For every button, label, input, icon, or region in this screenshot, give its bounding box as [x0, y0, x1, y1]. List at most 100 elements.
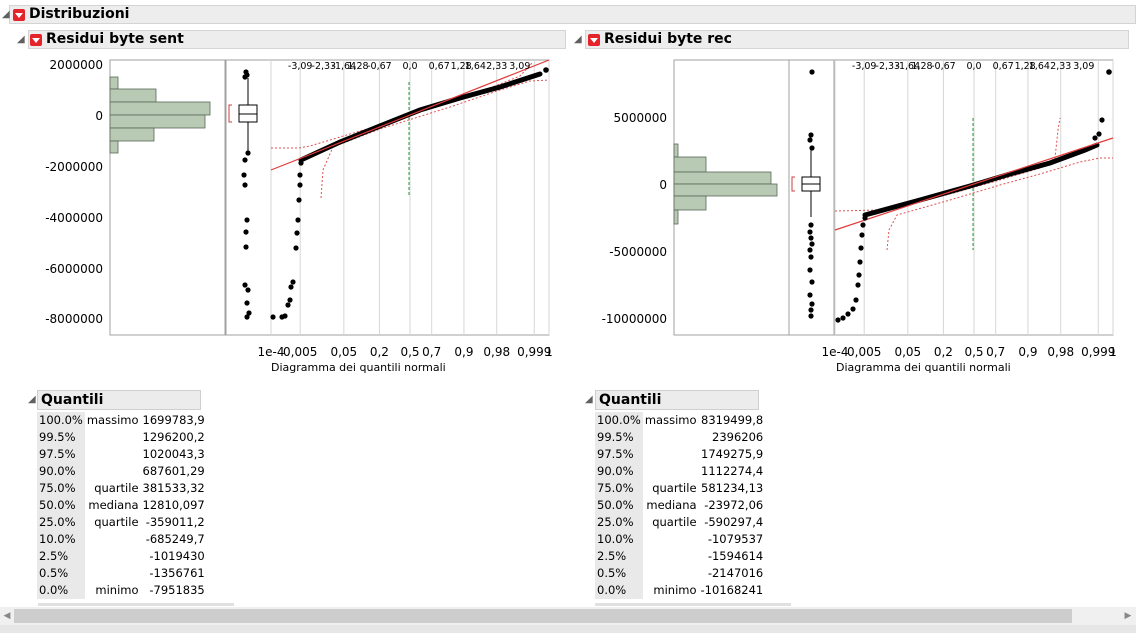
quantile-point	[845, 311, 851, 317]
outlier-point	[809, 69, 815, 75]
panel-graphics	[109, 59, 550, 336]
quantile-row: 90.0% 1112274,4	[595, 463, 765, 480]
quantile-label	[85, 565, 141, 582]
probability-tick-label: 1	[545, 345, 553, 359]
panel-graphics	[673, 59, 1114, 336]
quantile-pct: 50.0%	[37, 497, 85, 514]
probability-tick-label: 0,2	[933, 345, 953, 359]
quantile-point	[835, 317, 841, 323]
quantile-point	[1092, 135, 1098, 141]
y-tick-label: -5000000	[609, 245, 667, 259]
next-section-edge	[595, 603, 791, 606]
outlier-point	[241, 172, 247, 178]
quantile-pct: 97.5%	[37, 446, 85, 463]
quantile-row: 0.0% minimo -10168241	[595, 582, 765, 599]
outlier-point	[245, 287, 251, 293]
probability-tick-label: 0,005	[283, 345, 318, 359]
outlier-point	[245, 150, 251, 156]
normal-quantile-tick-label: 1,28	[1014, 61, 1036, 72]
outlier-point	[242, 282, 248, 288]
quantile-point	[287, 297, 293, 303]
scroll-left-arrow-icon[interactable]: ◀	[3, 611, 11, 621]
quantile-value: 1296200,2	[142, 430, 205, 444]
quantile-point	[298, 160, 304, 166]
outlier-point	[807, 137, 813, 143]
quantile-label: quartile	[94, 481, 139, 495]
collapse-triangle-icon[interactable]: ◢	[28, 394, 36, 405]
outlier-point	[242, 182, 248, 188]
quantile-label: minimo	[95, 583, 139, 597]
outlier-point	[244, 217, 250, 223]
quantile-label	[85, 463, 141, 480]
quantile-value: 1699783,9	[142, 413, 205, 427]
quantile-label	[643, 446, 699, 463]
quantile-point	[857, 259, 863, 265]
quantile-label: quartile	[652, 515, 697, 529]
quantile-pct: 75.0%	[595, 480, 643, 497]
probability-tick-label: 0,05	[330, 345, 358, 359]
scroll-right-arrow-icon[interactable]: ▶	[1124, 611, 1132, 621]
quantile-row: 0.0% minimo -7951835	[37, 582, 207, 599]
quantile-label: quartile	[652, 481, 697, 495]
normal-quantile-tick-label: -0,67	[931, 61, 956, 72]
quantile-pct: 0.0%	[37, 582, 85, 599]
quantile-row: 0.5% -2147016	[595, 565, 765, 582]
quantile-point	[290, 279, 296, 285]
quantile-value: -1079537	[707, 532, 764, 546]
quantile-row: 90.0% 687601,29	[37, 463, 207, 480]
quantile-point	[293, 245, 299, 251]
quantiles-table: 100.0% massimo 8319499,8 99.5% 2396206 97.5% 1…	[595, 412, 765, 599]
outlier-point	[808, 313, 814, 319]
red-triangle-menu-button[interactable]	[13, 9, 25, 21]
outlier-point	[808, 235, 814, 241]
quantile-point	[856, 272, 862, 278]
y-tick-label: 0	[659, 178, 667, 192]
quantile-row: 97.5% 1749275,9	[595, 446, 765, 463]
quantile-row: 50.0% mediana 12810,097	[37, 497, 207, 514]
probability-tick-label: 0,999	[517, 345, 552, 359]
red-triangle-menu-button[interactable]	[30, 34, 42, 46]
quantile-point	[297, 172, 303, 178]
quantile-point	[858, 245, 864, 251]
collapse-triangle-icon[interactable]: ◢	[585, 394, 593, 405]
outlier-point	[808, 222, 814, 228]
y-tick-label: -10000000	[601, 312, 667, 326]
histogram-bar	[109, 140, 119, 154]
collapse-triangle-icon[interactable]: ◢	[574, 34, 582, 45]
probability-tick-label: 0,7	[986, 345, 1006, 359]
normal-quantile-tick-label: 0,0	[966, 61, 982, 72]
scrollbar-thumb[interactable]	[14, 609, 1072, 623]
probability-tick-label: 0,98	[1047, 345, 1075, 359]
quantile-label	[85, 548, 141, 565]
quantile-value: -359011,2	[145, 515, 205, 529]
quantile-point	[285, 302, 291, 308]
quantile-row: 25.0% quartile -590297,4	[595, 514, 765, 531]
quantile-point	[296, 197, 302, 203]
probability-tick-label: 0,999	[1081, 345, 1116, 359]
quantile-value: 381533,32	[142, 481, 205, 495]
quantile-row: 10.0% -685249,7	[37, 531, 207, 548]
quantile-value: -1356761	[149, 566, 205, 580]
quantile-value: 581234,13	[701, 481, 764, 495]
panel-title: Residui byte rec	[604, 31, 732, 47]
quantile-value: -590297,4	[704, 515, 764, 529]
quantile-value: -7951835	[149, 583, 205, 597]
quantile-label: mediana	[88, 498, 139, 512]
histogram-bar	[673, 183, 778, 197]
collapse-triangle-icon[interactable]: ◢	[2, 9, 10, 20]
outlier-point	[807, 267, 813, 273]
y-tick-label: -6000000	[45, 262, 103, 276]
quantile-point	[295, 217, 301, 223]
collapse-triangle-icon[interactable]: ◢	[17, 34, 25, 45]
normal-quantile-caption: Diagramma dei quantili normali	[836, 361, 1011, 374]
quantiles-header: Quantili	[37, 390, 201, 410]
histogram-bar	[109, 114, 206, 129]
quantile-pct: 0.0%	[595, 582, 643, 599]
quantile-value: -685249,7	[145, 532, 205, 546]
y-tick-label: 0	[95, 109, 103, 123]
normal-quantile-tick-label: -2,33	[311, 61, 337, 72]
y-tick-label: -4000000	[45, 211, 103, 225]
quantile-pct: 99.5%	[595, 429, 643, 446]
red-triangle-menu-button[interactable]	[588, 34, 600, 46]
outlier-point	[243, 244, 249, 250]
